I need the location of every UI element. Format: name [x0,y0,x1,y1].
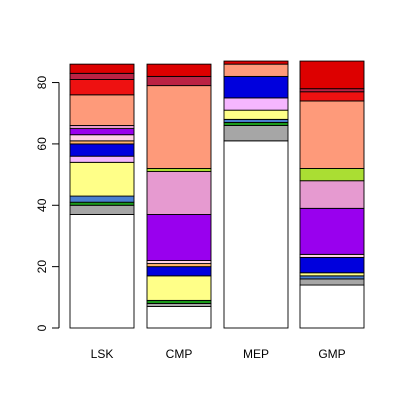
bar-segment-mep-0 [223,140,289,329]
bar-segment-lsk-6 [69,143,135,157]
x-tick-label-mep: MEP [243,347,269,361]
bar-segment-lsk-3 [69,195,135,203]
bar-segment-lsk-10 [69,125,135,130]
bar-segment-lsk-5 [69,155,135,163]
bar-segment-lsk-0 [69,214,135,329]
bar-segment-gmp-3 [299,275,365,280]
bar-segment-gmp-11 [299,168,365,182]
y-tick-label-40: 40 [35,198,49,212]
bar-segment-cmp-7 [146,263,212,268]
bar-segment-cmp-11 [146,168,212,172]
bar-segment-lsk-14 [69,72,135,80]
bar-segment-lsk-4 [69,161,135,197]
bar-segment-gmp-9 [299,207,365,255]
bar-segment-gmp-10 [299,180,365,209]
bar-segment-lsk-8 [69,134,135,142]
bar-segment-lsk-13 [69,79,135,96]
x-tick-label-cmp: CMP [166,347,193,361]
bar-segment-mep-2 [223,121,289,126]
bar-segment-mep-3 [223,118,289,123]
bars-layer [69,60,365,329]
bar-segment-lsk-9 [69,128,135,136]
bar-segment-lsk-15 [69,63,135,74]
bar-segment-lsk-1 [69,204,135,215]
bar-segment-mep-1 [223,125,289,142]
bar-segment-gmp-15 [299,60,365,90]
bar-segment-cmp-15 [146,63,212,77]
bar-segment-cmp-8 [146,260,212,265]
bar-segment-gmp-14 [299,88,365,93]
y-tick-label-60: 60 [35,137,49,151]
x-tick-label-gmp: GMP [318,347,345,361]
bar-segment-gmp-1 [299,278,365,286]
x-axis-labels: LSK CMP MEP GMP [91,347,346,361]
y-tick-label-20: 20 [35,260,49,274]
bar-segment-cmp-2 [146,299,212,304]
bar-segment-gmp-0 [299,284,365,329]
bar-segment-cmp-4 [146,275,212,301]
bar-segment-mep-6 [223,75,289,99]
y-tick-label-80: 80 [35,76,49,90]
bar-segment-mep-15 [223,60,289,65]
bar-segment-mep-12 [223,63,289,77]
y-tick-label-0: 0 [35,324,49,331]
bar-segment-cmp-0 [146,306,212,329]
bar-segment-cmp-10 [146,171,212,215]
bar-segment-cmp-9 [146,214,212,261]
bar-segment-gmp-6 [299,256,365,274]
bar-segment-gmp-12 [299,100,365,169]
bar-segment-mep-5 [223,97,289,111]
bar-segment-lsk-7 [69,140,135,145]
bar-segment-lsk-12 [69,94,135,126]
bar-segment-gmp-8 [299,253,365,258]
bar-segment-gmp-13 [299,91,365,102]
bar-segment-cmp-14 [146,75,212,87]
bar-segment-cmp-12 [146,85,212,169]
bar-segment-gmp-4 [299,272,365,277]
bar-segment-cmp-1 [146,303,212,307]
bar-segment-lsk-2 [69,201,135,206]
x-tick-label-lsk: LSK [91,347,114,361]
bar-segment-cmp-6 [146,266,212,277]
bar-segment-mep-4 [223,109,289,120]
y-axis: 0 20 40 60 80 [35,76,60,331]
